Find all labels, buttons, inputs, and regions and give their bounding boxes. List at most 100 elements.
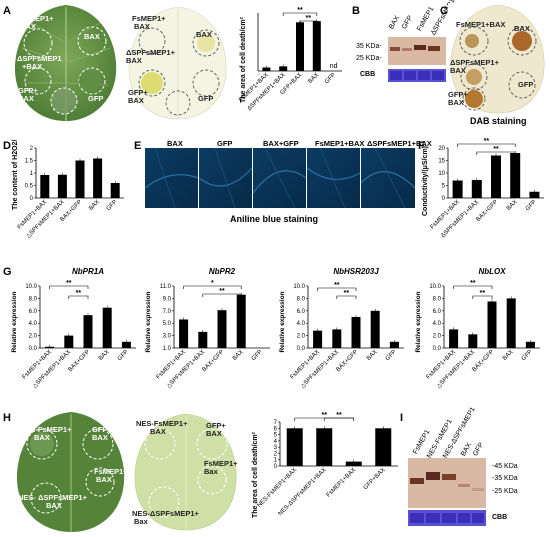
tile-label: ΔSPFsMEP1+BAX — [367, 139, 432, 148]
significance-bracket — [476, 151, 516, 155]
leaf-label: BAX — [92, 433, 108, 442]
panel-letter-c: C — [440, 5, 448, 17]
x-tick-label: △SPFsMEP1+BAX — [300, 349, 340, 389]
bar — [102, 307, 112, 348]
y-tick-label: 5 — [442, 184, 446, 190]
leaf-label: +BAX — [22, 62, 43, 71]
panel-letter-b: B — [352, 5, 360, 17]
leaf-label: BAX — [126, 56, 142, 65]
y-tick-label: 6.0 — [29, 309, 38, 315]
western-blot-b: BAX GFP FsMEP1 ΔSPFsMEP1 35 KDa- 25 KDa-… — [350, 0, 456, 93]
y-tick-label: 11.0 — [160, 284, 172, 290]
leaf-label: ΔSPFsMEP1+ — [450, 58, 499, 67]
leaf-label: NES-FsMEP1+ — [136, 419, 188, 428]
bar — [40, 175, 50, 198]
leaf-label: BAX — [20, 22, 36, 31]
leaf-photo-a2: FsMEP1+ BAX BAX ΔSPFsMEP1+ BAX GFP+ BAX … — [124, 3, 232, 123]
y-tick-label: 4.0 — [433, 321, 442, 327]
chart-ylabel: Relative expression — [145, 291, 152, 352]
x-tick-label: ΔSPFsMEP1+BAX — [440, 199, 480, 239]
bar — [110, 183, 120, 198]
significance-bracket — [336, 295, 357, 299]
leaf-label: FsMEP1+ — [94, 467, 128, 476]
bar — [262, 67, 271, 71]
significance-bracket — [317, 287, 357, 291]
y-tick-label: 0.0 — [433, 346, 442, 352]
x-tick-label: BAX — [506, 199, 519, 212]
chart-d: 0 0.5 1 1.5 2 FsMEP1+BAX △SPFsMEP1+BAX BAX+GFP B… — [10, 138, 128, 258]
significance-bracket — [457, 143, 516, 147]
y-tick-label: 15 — [438, 159, 445, 165]
blot-marker: -45 KDa — [492, 463, 518, 470]
significance-label: ** — [66, 280, 72, 287]
leaf-label: BAX — [46, 501, 62, 510]
bar — [525, 341, 535, 348]
leaf-label: BAX — [514, 24, 530, 33]
leaf-label: NES- ΔSPFsMEP1+ — [18, 493, 87, 502]
blot-marker: -35 KDa — [492, 475, 518, 482]
leaf-label: GFP+ — [128, 88, 148, 97]
tile-label: BAX — [167, 139, 183, 148]
leaf-label: FsMEP1+ — [20, 14, 54, 23]
panel-letter-d: D — [3, 140, 11, 152]
bar — [93, 158, 103, 198]
bar — [179, 319, 189, 348]
y-tick-label: 0.0 — [297, 346, 306, 352]
significance-label: ** — [334, 282, 340, 289]
y-tick-label: 0.5 — [25, 184, 34, 190]
nd-label: nd — [330, 63, 338, 70]
y-tick-label: 0.0 — [29, 346, 38, 352]
y-tick-label: 4.0 — [29, 321, 38, 327]
y-tick-label: 8.0 — [297, 296, 306, 302]
leaf-label: NES-ΔSPFsMEP1+ — [132, 509, 199, 518]
significance-label: ** — [336, 412, 342, 419]
y-tick-label: 5.0 — [163, 321, 172, 327]
blot-cbb: CBB — [360, 71, 376, 78]
aniline-tiles-e: BAX GFP BAX+GFP FsMEP1+BAX ΔSPFsMEP1+BAX — [144, 139, 432, 209]
significance-bracket — [453, 285, 493, 289]
bar — [468, 334, 478, 348]
leaf-label: GFP — [518, 80, 534, 89]
y-tick-label: 9.0 — [163, 296, 172, 302]
y-tick-label: 1 — [274, 458, 278, 464]
y-tick-label: 6.0 — [433, 309, 442, 315]
y-tick-label: 10 — [438, 171, 445, 177]
leaf-photo-h2: NES-FsMEP1+ BAX GFP+ BAX FsMEP1+ Bax NES… — [130, 410, 242, 534]
significance-label: ** — [344, 290, 350, 297]
y-tick-label: 1.0 — [163, 346, 172, 352]
bar — [375, 428, 392, 466]
leaf-label: BAX — [448, 98, 464, 107]
chart-ylabel: Relative expression — [11, 291, 18, 352]
y-tick-label: 8.0 — [433, 296, 442, 302]
significance-bracket — [299, 20, 318, 24]
x-tick-label: △SPFsMEP1+BAX — [166, 349, 206, 389]
y-tick-label: 2.0 — [297, 334, 306, 340]
x-tick-label: △SPFsMEP1+BAX — [436, 349, 476, 389]
leaf-photo-h1: NES-FsMEP1+ BAX GFP+ BAX FsMEP1+ BAX NES… — [12, 410, 130, 534]
x-tick-label: GFP — [324, 72, 337, 85]
bar — [506, 298, 516, 348]
chart-g4: Relative expression 0.0 2.0 4.0 6.0 8.0 10.0 Fs… — [414, 264, 550, 394]
y-tick-label: 2.0 — [433, 334, 442, 340]
significance-label: ** — [484, 138, 490, 145]
bar — [351, 317, 361, 348]
bar — [236, 294, 246, 348]
significance-label: ** — [322, 412, 328, 419]
bar — [121, 341, 131, 348]
leaf-label: GFP+ — [18, 86, 38, 95]
leaf-label: BAX — [196, 30, 212, 39]
x-tick-label: GFP — [117, 349, 130, 362]
bar — [217, 310, 227, 348]
bar — [296, 22, 304, 72]
leaf-label: BAX — [96, 475, 112, 484]
bar — [487, 301, 497, 348]
y-tick-label: 5 — [274, 433, 278, 439]
y-tick-label: 6.0 — [297, 309, 306, 315]
y-tick-label: 0 — [30, 196, 34, 202]
x-tick-label: BAX — [307, 72, 320, 85]
chart-f: 0 5 10 15 20 FsMEP1+BAX ΔSPFsMEP1+BAX BAX+GFP BA… — [420, 138, 548, 258]
x-tick-label: GFP — [251, 349, 264, 362]
chart-h: 0 1 2 3 4 5 6 7 NES-FsMEP1+BAX NES-ΔSPFsMEP1+BAX F… — [246, 410, 406, 535]
chart-a-ylabel: The area of cell death/cm² — [240, 17, 247, 103]
leaf-label: Bax — [204, 467, 218, 476]
